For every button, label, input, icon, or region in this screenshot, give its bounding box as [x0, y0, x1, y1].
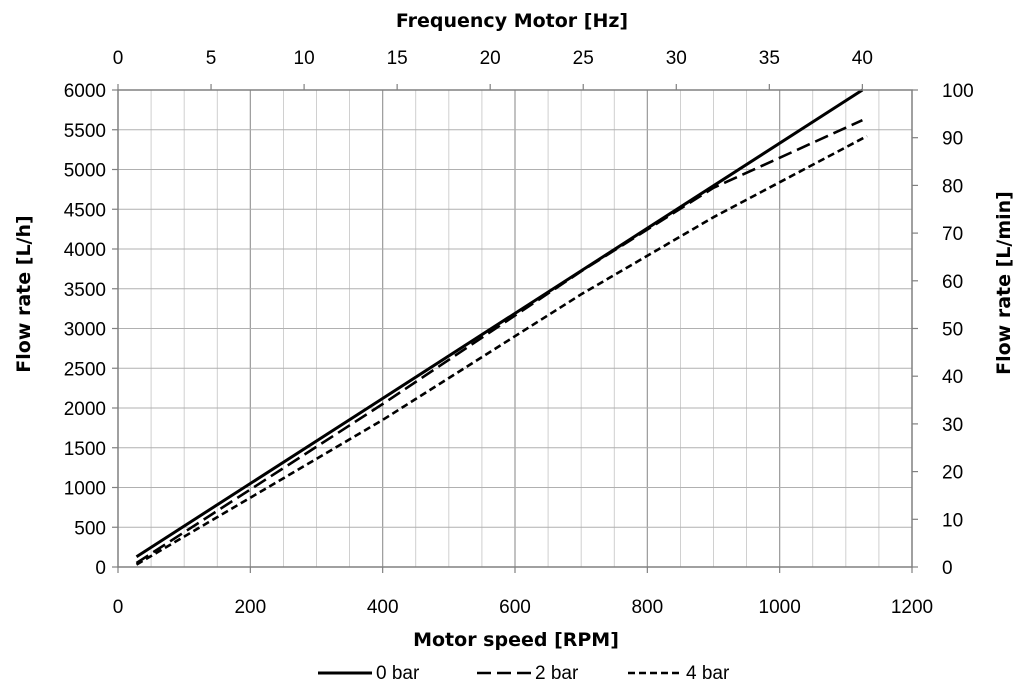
y-tick-label: 3000 — [64, 320, 106, 341]
y2-tick-label: 90 — [942, 129, 963, 150]
bottom-axis-title: Motor speed [RPM] — [413, 629, 619, 651]
series-lines — [135, 88, 868, 566]
legend-label: 4 bar — [686, 663, 730, 684]
x2-tick-label: 35 — [759, 48, 780, 69]
grid — [118, 90, 912, 567]
legend: 0 bar 2 bar 4 bar — [318, 663, 730, 684]
y2-tick-label: 60 — [942, 272, 963, 293]
x2-tick-label: 5 — [206, 48, 217, 69]
legend-label: 2 bar — [535, 663, 579, 684]
y-tick-label: 5500 — [64, 121, 106, 142]
y2-tick-label: 70 — [942, 224, 963, 245]
series-line-0-bar — [135, 88, 864, 558]
y2-tick-label: 10 — [942, 510, 963, 531]
x-tick-label: 600 — [499, 597, 531, 618]
y-tick-label: 1000 — [64, 479, 106, 500]
y-tick-label: 2500 — [64, 359, 106, 380]
x2-tick-label: 20 — [480, 48, 501, 69]
legend-label: 0 bar — [376, 663, 420, 684]
y-tick-label: 4500 — [64, 200, 106, 221]
y2-tick-label: 30 — [942, 415, 963, 436]
y2-tick-label: 50 — [942, 320, 963, 341]
x-tick-label: 800 — [631, 597, 663, 618]
y-tick-label: 0 — [95, 558, 106, 579]
y-tick-label: 4000 — [64, 240, 106, 261]
x-tick-label: 1000 — [759, 597, 801, 618]
y2-tick-label: 20 — [942, 463, 963, 484]
y2-tick-label: 80 — [942, 176, 963, 197]
y-tick-label: 5000 — [64, 161, 106, 182]
y-tick-label: 1500 — [64, 439, 106, 460]
y2-tick-label: 100 — [942, 81, 974, 102]
y2-tick-label: 0 — [942, 558, 953, 579]
x-tick-label: 1200 — [891, 597, 933, 618]
top-axis-title: Frequency Motor [Hz] — [396, 10, 628, 32]
y-tick-label: 3500 — [64, 280, 106, 301]
y2-tick-label: 40 — [942, 367, 963, 388]
y-tick-label: 2000 — [64, 399, 106, 420]
y-tick-label: 500 — [74, 518, 106, 539]
x2-tick-label: 15 — [387, 48, 408, 69]
x-tick-label: 400 — [367, 597, 399, 618]
series-line-4-bar — [135, 134, 868, 566]
series-line-2-bar — [135, 119, 863, 565]
x2-tick-label: 10 — [294, 48, 315, 69]
tick-labels: 0 200 400 600 800 1000 12000500100015002000250… — [64, 48, 974, 618]
x2-tick-label: 25 — [573, 48, 594, 69]
right-axis-title: Flow rate [L/min] — [993, 191, 1015, 375]
x2-tick-label: 30 — [666, 48, 687, 69]
x2-tick-label: 40 — [852, 48, 873, 69]
left-axis-title: Flow rate [L/h] — [13, 215, 35, 372]
x2-tick-label: 0 — [113, 48, 124, 69]
x-tick-label: 200 — [234, 597, 266, 618]
x-tick-label: 0 — [113, 597, 124, 618]
y-tick-label: 6000 — [64, 81, 106, 102]
